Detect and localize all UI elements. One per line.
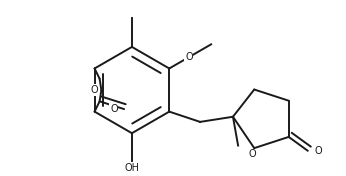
Text: O: O (185, 52, 193, 62)
Text: O: O (314, 146, 322, 156)
Text: O: O (90, 85, 98, 95)
Text: OH: OH (125, 163, 139, 173)
Text: O: O (248, 149, 256, 159)
Text: O: O (110, 104, 118, 114)
